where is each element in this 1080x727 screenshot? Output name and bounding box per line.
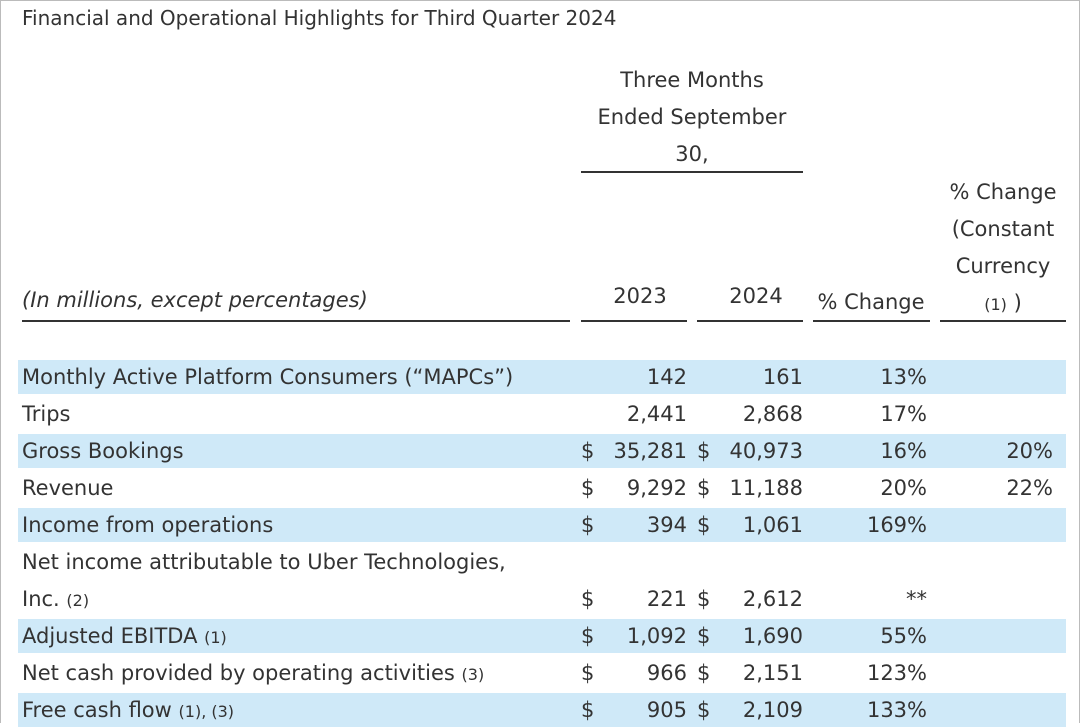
row-highlight (18, 434, 1066, 468)
cc-change: 22% (1006, 476, 1053, 500)
cc-header: Currency (955, 254, 1051, 278)
currency: $ (581, 513, 595, 537)
value-2023: 905 (646, 698, 687, 722)
footnote: (1) (984, 295, 1007, 314)
currency: $ (581, 439, 595, 463)
period-header: Ended September (597, 105, 787, 129)
value-2024: 161 (762, 365, 803, 389)
value-2023: 2,441 (626, 402, 687, 426)
cc-header: (1) ) (853, 290, 1080, 318)
column-header: % Change (817, 290, 925, 314)
value-2024: 1,061 (742, 513, 803, 537)
row-label: Revenue (22, 476, 114, 500)
header-rule (813, 320, 930, 322)
column-header: 2024 (729, 284, 783, 308)
row-label: Income from operations (22, 513, 274, 537)
currency: $ (581, 661, 595, 685)
cc-header: (Constant (951, 217, 1055, 241)
value-2024: 2,868 (742, 402, 803, 426)
footnote: (1), (3) (178, 702, 235, 721)
value-2024: 11,188 (729, 476, 803, 500)
row-highlight (18, 360, 1066, 394)
value-2024: 40,973 (729, 439, 803, 463)
units: (In millions, except percentages) (22, 288, 368, 312)
change: 16% (880, 439, 927, 463)
currency: $ (697, 476, 711, 500)
row-label: Trips (22, 402, 71, 426)
currency: $ (697, 698, 711, 722)
change: ** (906, 587, 927, 611)
footnote: (2) (66, 591, 90, 610)
row-label: Net income attributable to Uber Technolo… (22, 550, 506, 574)
currency: $ (581, 698, 595, 722)
value-2023: 35,281 (613, 439, 687, 463)
change: 133% (866, 698, 927, 722)
row-label: Adjusted EBITDA (1) (22, 624, 227, 648)
footnote: (1) (204, 628, 227, 647)
value-2023: 966 (646, 661, 687, 685)
header-rule (581, 320, 687, 322)
currency: $ (697, 439, 711, 463)
change: 20% (880, 476, 927, 500)
row-label: Net cash provided by operating activitie… (22, 661, 485, 685)
value-2024: 1,690 (742, 624, 803, 648)
header-rule (940, 320, 1066, 322)
currency: $ (697, 661, 711, 685)
change: 17% (880, 402, 927, 426)
value-2023: 9,292 (626, 476, 687, 500)
currency: $ (581, 624, 595, 648)
header-rule (22, 320, 570, 322)
cc-header-close: ) (1013, 291, 1022, 315)
currency: $ (581, 587, 595, 611)
period-header: Three Months (620, 68, 764, 92)
row-highlight (18, 508, 1066, 542)
cc-header: % Change (949, 180, 1057, 204)
row-label: Gross Bookings (22, 439, 184, 463)
change: 55% (880, 624, 927, 648)
change: 123% (866, 661, 927, 685)
column-header: 2023 (613, 284, 667, 308)
cc-change: 20% (1006, 439, 1053, 463)
value-2023: 1,092 (626, 624, 687, 648)
currency: $ (697, 624, 711, 648)
row-highlight (18, 693, 1066, 727)
value-2023: 142 (646, 365, 687, 389)
period-header: 30, (675, 142, 709, 166)
header-rule (581, 171, 803, 173)
change: 169% (866, 513, 927, 537)
row-highlight (18, 619, 1066, 653)
change: 13% (880, 365, 927, 389)
currency: $ (697, 587, 711, 611)
value-2023: 394 (646, 513, 687, 537)
row-label: Free cash flow (1), (3) (22, 698, 235, 722)
header-rule (697, 320, 803, 322)
row-label: Monthly Active Platform Consumers (“MAPC… (22, 365, 514, 389)
currency: $ (581, 476, 595, 500)
footnote: (3) (461, 665, 485, 684)
value-2024: 2,109 (742, 698, 803, 722)
value-2023: 221 (646, 587, 687, 611)
value-2024: 2,151 (742, 661, 803, 685)
title: Financial and Operational Highlights for… (22, 6, 617, 30)
row-label: Inc. (2) (22, 587, 90, 611)
value-2024: 2,612 (742, 587, 803, 611)
currency: $ (697, 513, 711, 537)
